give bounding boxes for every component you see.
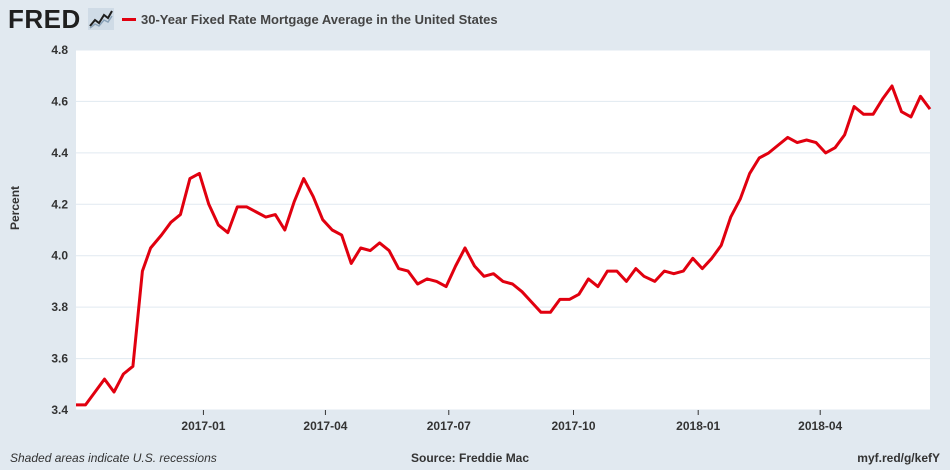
series-line — [76, 84, 932, 407]
y-tick-label: 3.8 — [51, 300, 68, 314]
plot-area — [76, 50, 930, 410]
legend-swatch — [122, 17, 136, 21]
chart-header: FRED 30-Year Fixed Rate Mortgage Average… — [0, 0, 950, 40]
legend: 30-Year Fixed Rate Mortgage Average in t… — [122, 11, 498, 27]
x-tick-label: 2017-01 — [181, 419, 225, 433]
x-tick-label: 2017-07 — [427, 419, 471, 433]
y-tick-label: 3.4 — [51, 403, 68, 417]
x-tick-label: 2018-04 — [798, 419, 842, 433]
short-url[interactable]: myf.red/g/kefY — [857, 451, 940, 465]
x-tick-label: 2017-10 — [551, 419, 595, 433]
y-tick-label: 4.0 — [51, 249, 68, 263]
y-tick-label: 4.8 — [51, 43, 68, 57]
recession-note: Shaded areas indicate U.S. recessions — [10, 451, 217, 465]
y-tick-label: 3.6 — [51, 352, 68, 366]
source-note: Source: Freddie Mac — [411, 451, 530, 465]
fred-logo[interactable]: FRED — [8, 4, 81, 34]
y-tick-label: 4.6 — [51, 94, 68, 108]
x-tick-label: 2018-01 — [676, 419, 720, 433]
y-tick-label: 4.2 — [51, 197, 68, 211]
x-tick-label: 2017-04 — [303, 419, 347, 433]
legend-series-label[interactable]: 30-Year Fixed Rate Mortgage Average in t… — [141, 11, 498, 27]
chart-trend-icon — [88, 8, 114, 30]
y-tick-label: 4.4 — [51, 146, 68, 160]
